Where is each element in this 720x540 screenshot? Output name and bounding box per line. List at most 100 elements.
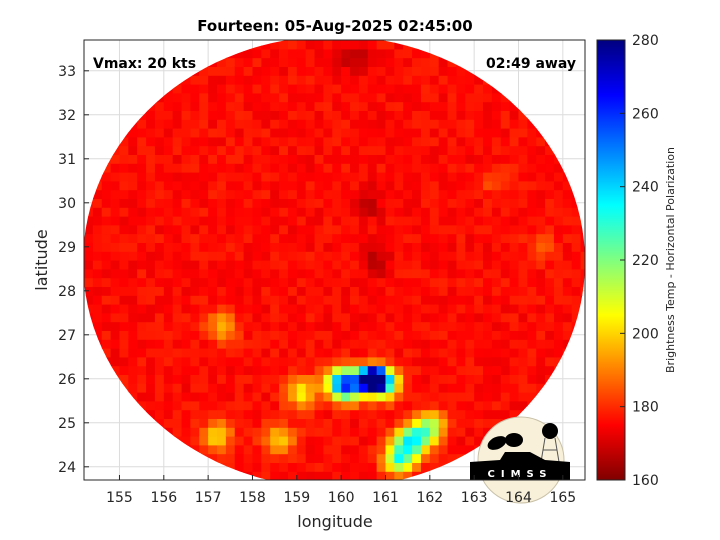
heatmap-cell [181,356,192,367]
heatmap-cell [217,154,227,164]
heatmap-cell [128,40,138,41]
heatmap-cell [447,453,458,463]
heatmap-cell [367,119,378,129]
heatmap-cell [403,198,413,208]
heatmap-cell [500,119,511,129]
heatmap-cell [199,119,209,129]
heatmap-cell [394,57,404,67]
heatmap-cell [350,330,360,340]
heatmap-cell [225,128,236,138]
heatmap-cell [287,462,298,472]
heatmap-cell [190,224,200,235]
heatmap-cell [527,268,537,279]
heatmap-cell [350,154,360,164]
heatmap-cell [314,453,325,463]
heatmap-cell [376,453,387,463]
heatmap-cell [110,172,121,182]
heatmap-cell [385,40,395,50]
heatmap-cell [128,321,138,331]
heatmap-cell [181,40,192,41]
heatmap-cell [376,242,387,252]
heatmap-cell [287,75,298,85]
heatmap-cell [456,304,466,314]
heatmap-cell [571,216,582,226]
heatmap-cell [110,304,121,314]
heatmap-cell [261,92,271,103]
heatmap-cell [154,207,165,217]
heatmap-cell [429,180,440,191]
heatmap-cell [261,462,271,472]
heatmap-cell [163,110,174,120]
heatmap-cell [163,154,174,164]
heatmap-cell [287,172,298,182]
heatmap-cell [456,339,466,349]
heatmap-cell [154,154,165,164]
heatmap-cell [420,339,431,349]
heatmap-cell [119,136,129,147]
heatmap-cell [412,304,422,314]
heatmap-cell [243,453,254,463]
heatmap-cell [252,48,262,59]
heatmap-cell [412,321,422,331]
heatmap-cell [367,92,378,103]
heatmap-cell [553,198,564,208]
heatmap-cell [296,339,307,349]
heatmap-cell [146,180,156,191]
heatmap-cell [536,268,546,279]
heatmap-cell [287,198,298,208]
heatmap-cell [385,57,395,67]
heatmap-cell [447,312,458,323]
heatmap-cell [394,471,404,480]
heatmap-cell [385,92,395,103]
heatmap-cell [420,462,431,472]
heatmap-cell [491,356,502,367]
heatmap-cell [323,400,333,411]
y-tick-label: 29 [58,240,76,256]
heatmap-cell [101,251,112,261]
heatmap-cell [580,260,585,270]
heatmap-cell [358,242,369,252]
heatmap-cell [217,304,227,314]
heatmap-cell [92,207,103,217]
heatmap-cell [305,312,316,323]
heatmap-cell [172,92,183,103]
heatmap-cell [137,40,147,41]
heatmap-cell [500,392,511,402]
heatmap-cell [562,40,573,41]
heatmap-cell [332,365,342,375]
heatmap-cell [438,374,449,384]
heatmap-cell [146,304,156,314]
heatmap-cell [225,436,236,446]
heatmap-cell [199,207,209,217]
heatmap-cell [474,92,484,103]
heatmap-cell [323,409,333,419]
heatmap-cell [270,304,280,314]
heatmap-cell [465,383,475,393]
heatmap-cell [287,330,298,340]
heatmap-cell [323,286,333,296]
heatmap-cell [553,330,564,340]
heatmap-cell [483,180,493,191]
heatmap-cell [358,101,369,111]
heatmap-cell [367,392,378,402]
heatmap-cell [376,251,387,261]
heatmap-cell [545,216,555,226]
heatmap-cell [509,207,520,217]
heatmap-cell [429,400,440,411]
heatmap-cell [270,101,280,111]
heatmap-cell [509,242,520,252]
heatmap-cell [181,224,192,235]
heatmap-cell [545,224,555,235]
heatmap-cell [500,92,511,103]
heatmap-cell [545,330,555,340]
heatmap-cell [190,136,200,147]
heatmap-cell [350,75,360,85]
heatmap-cell [376,57,387,67]
heatmap-cell [279,163,289,173]
heatmap-cell [491,136,502,147]
heatmap-cell [190,400,200,411]
heatmap-cell [181,119,192,129]
heatmap-cell [571,224,582,235]
heatmap-cell [181,418,192,428]
